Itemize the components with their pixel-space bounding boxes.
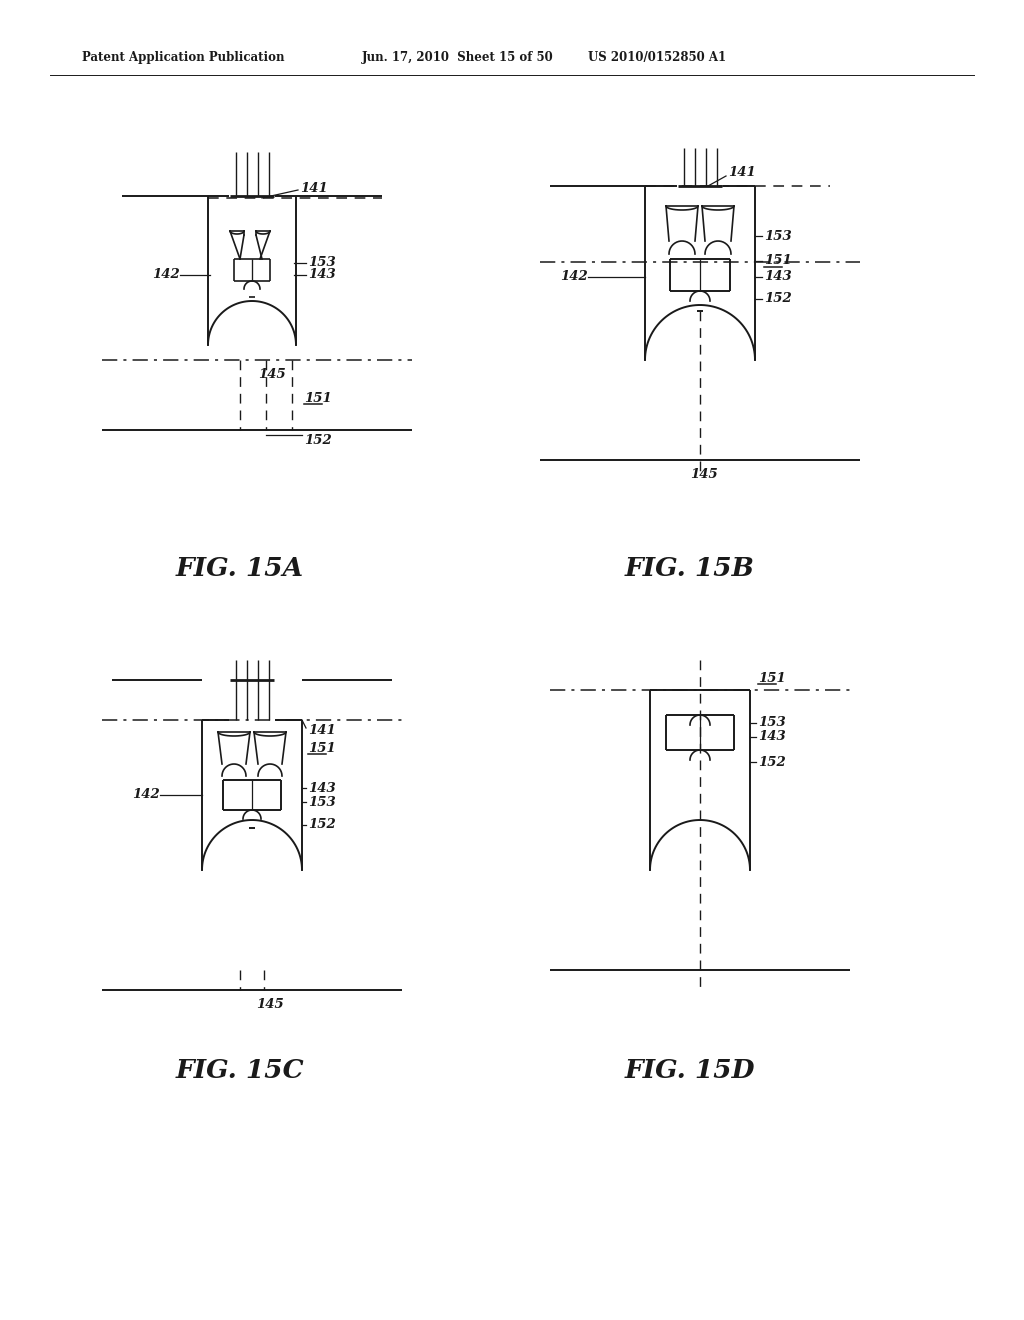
Text: 151: 151 (304, 392, 332, 404)
Text: Jun. 17, 2010  Sheet 15 of 50: Jun. 17, 2010 Sheet 15 of 50 (362, 51, 554, 65)
Text: 141: 141 (300, 181, 328, 194)
Text: 145: 145 (256, 998, 284, 1011)
Text: 142: 142 (152, 268, 180, 281)
Text: 151: 151 (308, 742, 336, 755)
Text: FIG. 15B: FIG. 15B (625, 556, 755, 581)
Text: Patent Application Publication: Patent Application Publication (82, 51, 285, 65)
Text: 153: 153 (758, 717, 785, 730)
Text: 142: 142 (560, 271, 588, 284)
Text: FIG. 15D: FIG. 15D (625, 1057, 756, 1082)
Text: 152: 152 (758, 755, 785, 768)
Text: 141: 141 (308, 723, 336, 737)
Text: 151: 151 (758, 672, 785, 685)
Text: 153: 153 (764, 230, 792, 243)
Text: 152: 152 (308, 818, 336, 832)
Text: 152: 152 (764, 293, 792, 305)
Text: 151: 151 (764, 255, 792, 268)
Text: 142: 142 (132, 788, 160, 801)
Text: 145: 145 (690, 467, 718, 480)
Text: 143: 143 (308, 781, 336, 795)
Text: 143: 143 (308, 268, 336, 281)
Text: FIG. 15A: FIG. 15A (176, 556, 304, 581)
Text: US 2010/0152850 A1: US 2010/0152850 A1 (588, 51, 726, 65)
Text: 153: 153 (308, 256, 336, 269)
Text: 152: 152 (304, 433, 332, 446)
Text: 141: 141 (728, 165, 756, 178)
Text: 143: 143 (758, 730, 785, 743)
Text: 153: 153 (308, 796, 336, 808)
Text: 143: 143 (764, 271, 792, 284)
Text: FIG. 15C: FIG. 15C (176, 1057, 304, 1082)
Text: 145: 145 (258, 367, 286, 380)
